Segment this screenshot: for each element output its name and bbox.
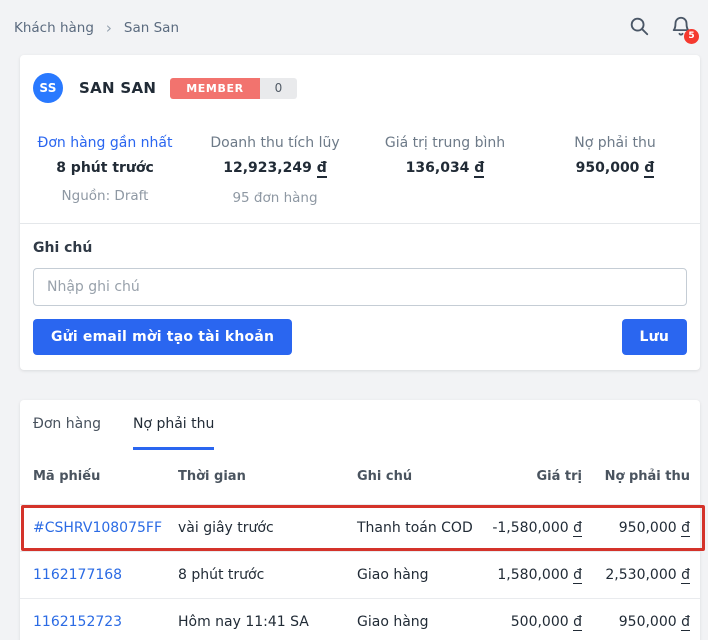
debt-table-body: #CSHRV108075FF vài giây trước Thanh toán… (20, 504, 700, 640)
search-button[interactable] (626, 15, 652, 41)
dong-symbol: đ (681, 519, 690, 537)
customer-stats: Đơn hàng gần nhất 8 phút trước Nguồn: Dr… (20, 135, 700, 206)
search-icon (628, 15, 650, 41)
membership-badge: MEMBER 0 (170, 77, 298, 99)
note-input[interactable] (33, 267, 687, 306)
row-value: 500,000 đ (510, 614, 582, 631)
row-value: 1,580,000 đ (497, 566, 582, 584)
top-bar: Khách hàng › San San 5 (0, 0, 708, 55)
breadcrumb-root-link[interactable]: Khách hàng (14, 19, 94, 36)
transactions-card: Đơn hàng Nợ phải thu Mã phiếu Thời gian … (20, 399, 705, 640)
note-label: Ghi chú (33, 239, 93, 256)
dong-symbol: đ (573, 614, 582, 631)
row-time: vài giây trước (178, 520, 274, 537)
customer-name: SAN SAN (79, 79, 157, 97)
order-count: 95 đơn hàng (232, 189, 318, 206)
dong-symbol: đ (573, 519, 582, 537)
table-row[interactable]: 1162177168 8 phút trước Giao hàng 1,580,… (20, 551, 700, 599)
receipt-code-link[interactable]: 1162152723 (33, 614, 123, 631)
row-note: Giao hàng (357, 567, 429, 584)
dong-symbol: đ (474, 160, 485, 178)
header-value: Giá trị (536, 469, 582, 485)
customer-summary-card: SS SAN SAN MEMBER 0 Đơn hàng gần nhất 8 … (20, 55, 700, 370)
bell-icon (670, 15, 692, 41)
avatar: SS (33, 73, 63, 103)
header-time: Thời gian (178, 469, 246, 485)
row-time: Hôm nay 11:41 SA (178, 614, 309, 631)
table-row[interactable]: 1162152723 Hôm nay 11:41 SA Giao hàng 50… (20, 598, 700, 640)
dong-symbol: đ (681, 566, 690, 584)
row-debt: 2,530,000 đ (605, 566, 690, 584)
card-divider (20, 222, 700, 224)
receipt-code-link[interactable]: #CSHRV108075FF (33, 520, 163, 537)
total-revenue-value: 12,923,249 (223, 160, 312, 176)
chevron-right-icon: › (105, 18, 112, 37)
receivable-value: 950,000 (575, 160, 640, 176)
average-value: 136,034 (405, 160, 470, 176)
average-value-label: Giá trị trung bình (384, 135, 506, 151)
dong-symbol: đ (316, 160, 327, 178)
membership-tier-label: MEMBER (170, 77, 260, 99)
stat-total-revenue: Doanh thu tích lũy 12,923,249 đ 95 đơn h… (190, 135, 360, 206)
breadcrumb-current: San San (123, 19, 179, 36)
row-note: Thanh toán COD (357, 520, 473, 537)
dong-symbol: đ (644, 160, 655, 178)
table-row[interactable]: #CSHRV108075FF vài giây trước Thanh toán… (20, 504, 700, 552)
save-button[interactable]: Lưu (621, 318, 687, 355)
table-header-row: Mã phiếu Thời gian Ghi chú Giá trị Nợ ph… (20, 450, 700, 505)
row-note: Giao hàng (357, 614, 429, 631)
stat-average-value: Giá trị trung bình 136,034 đ (360, 135, 530, 206)
notifications-button[interactable]: 5 (668, 15, 699, 44)
last-order-value: 8 phút trước (56, 160, 154, 176)
tab-orders[interactable]: Đơn hàng (33, 416, 101, 433)
invite-email-button[interactable]: Gửi email mời tạo tài khoản (33, 318, 293, 355)
dong-symbol: đ (573, 566, 582, 584)
tab-bar: Đơn hàng Nợ phải thu (20, 400, 700, 450)
header-note: Ghi chú (357, 469, 413, 485)
total-revenue-label: Doanh thu tích lũy (210, 135, 340, 151)
tab-receivables[interactable]: Nợ phải thu (132, 400, 215, 450)
row-debt: 950,000 đ (618, 614, 690, 631)
debt-table: Mã phiếu Thời gian Ghi chú Giá trị Nợ ph… (20, 450, 700, 640)
receipt-code-link[interactable]: 1162177168 (33, 567, 123, 584)
header-receipt-code: Mã phiếu (33, 469, 101, 485)
breadcrumb: Khách hàng › San San (14, 19, 179, 37)
notification-count-badge: 5 (684, 28, 699, 44)
row-debt: 950,000 đ (618, 519, 690, 537)
row-value: -1,580,000 đ (492, 519, 582, 537)
stat-last-order: Đơn hàng gần nhất 8 phút trước Nguồn: Dr… (20, 135, 190, 206)
header-receivable: Nợ phải thu (604, 469, 690, 485)
row-time: 8 phút trước (178, 567, 265, 584)
dong-symbol: đ (681, 614, 690, 631)
stat-receivable: Nợ phải thu 950,000 đ (530, 135, 700, 206)
membership-points: 0 (259, 77, 298, 99)
order-source: Nguồn: Draft (61, 188, 149, 204)
last-order-link[interactable]: Đơn hàng gần nhất (37, 135, 173, 151)
receivable-label: Nợ phải thu (574, 135, 656, 151)
